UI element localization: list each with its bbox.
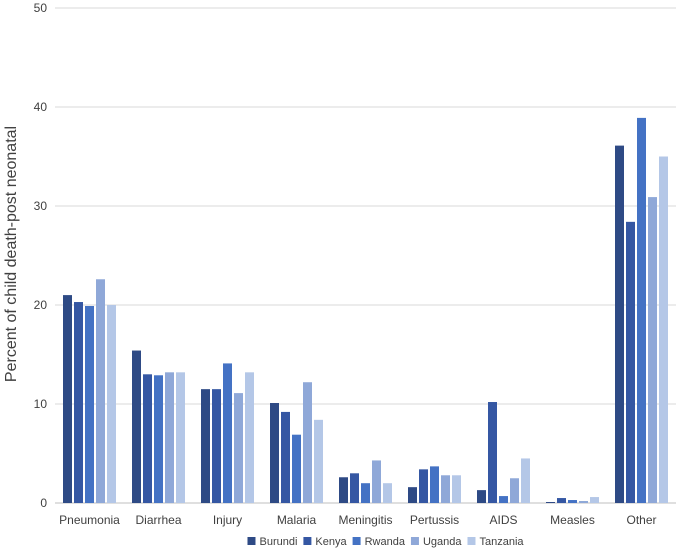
- bar-burundi-injury: [201, 389, 210, 503]
- legend-label: Uganda: [423, 536, 462, 548]
- y-tick-label: 20: [34, 298, 48, 312]
- bar-tanzania-other: [659, 156, 668, 503]
- x-tick-label: Meningitis: [338, 513, 392, 527]
- bar-tanzania-meningitis: [383, 483, 392, 503]
- bar-burundi-meningitis: [339, 477, 348, 503]
- bar-rwanda-injury: [223, 363, 232, 503]
- bars: [63, 117, 668, 504]
- bar-rwanda-malaria: [292, 434, 301, 503]
- bar-kenya-pneumonia: [74, 302, 83, 503]
- x-tick-label: Pneumonia: [59, 513, 120, 527]
- legend-swatch: [410, 537, 419, 545]
- bar-kenya-injury: [212, 389, 221, 503]
- bar-burundi-diarrhea: [132, 350, 141, 503]
- bar-rwanda-diarrhea: [154, 375, 163, 503]
- bar-uganda-other: [648, 197, 657, 503]
- legend-label: Rwanda: [365, 536, 406, 548]
- bar-burundi-malaria: [270, 403, 279, 503]
- bar-uganda-measles: [579, 501, 588, 503]
- bar-uganda-pertussis: [441, 475, 450, 503]
- bar-kenya-aids: [488, 402, 497, 503]
- bar-uganda-diarrhea: [165, 372, 174, 503]
- bar-tanzania-diarrhea: [176, 372, 185, 503]
- bar-rwanda-pertussis: [430, 466, 439, 503]
- legend-swatch: [247, 537, 256, 545]
- bar-kenya-diarrhea: [143, 374, 152, 503]
- legend-swatch: [352, 537, 361, 545]
- bar-burundi-pertussis: [408, 487, 417, 503]
- bar-burundi-pneumonia: [63, 295, 72, 503]
- legend-label: Kenya: [315, 536, 347, 548]
- x-tick-label: Injury: [213, 513, 242, 527]
- bar-rwanda-measles: [568, 500, 577, 503]
- bar-uganda-meningitis: [372, 460, 381, 503]
- legend-label: Tanzania: [479, 536, 524, 548]
- legend-item-burundi: Burundi: [247, 536, 297, 548]
- bar-burundi-other: [615, 145, 624, 504]
- bar-uganda-pneumonia: [96, 279, 105, 503]
- legend-item-rwanda: Rwanda: [352, 536, 406, 548]
- y-axis-ticks: 0 10 20 30 40 50: [34, 1, 48, 510]
- bar-uganda-injury: [234, 393, 243, 503]
- legend-item-kenya: Kenya: [303, 536, 347, 548]
- bar-tanzania-measles: [590, 497, 599, 503]
- bar-tanzania-aids: [521, 458, 530, 503]
- bar-tanzania-pertussis: [452, 475, 461, 503]
- y-axis-label: Percent of child death-post neonatal: [3, 126, 20, 382]
- bar-uganda-aids: [510, 478, 519, 503]
- legend-item-uganda: Uganda: [410, 536, 462, 548]
- y-tick-label: 40: [34, 100, 48, 114]
- legend-swatch: [467, 537, 476, 545]
- bar-uganda-malaria: [303, 382, 312, 503]
- legend-item-tanzania: Tanzania: [467, 536, 524, 548]
- y-tick-label: 10: [34, 397, 48, 411]
- bar-tanzania-pneumonia: [107, 305, 116, 503]
- x-axis-ticks: Pneumonia Diarrhea Injury Malaria Meningitis…: [59, 513, 656, 527]
- bar-tanzania-injury: [245, 372, 254, 503]
- bar-kenya-other: [626, 221, 635, 503]
- bar-burundi-measles: [546, 502, 555, 503]
- bar-kenya-measles: [557, 498, 566, 503]
- bar-rwanda-other: [637, 117, 646, 503]
- x-tick-label: AIDS: [489, 513, 517, 527]
- bar-kenya-pertussis: [419, 469, 428, 503]
- x-tick-label: Other: [626, 513, 656, 527]
- bar-kenya-malaria: [281, 411, 290, 503]
- bar-burundi-aids: [477, 490, 486, 503]
- x-tick-label: Malaria: [277, 513, 317, 527]
- y-tick-label: 30: [34, 199, 48, 213]
- legend-label: Burundi: [259, 536, 297, 548]
- legend: Burundi Kenya Rwanda Uganda Tanzania: [247, 536, 524, 548]
- bar-rwanda-pneumonia: [85, 305, 94, 503]
- bar-tanzania-malaria: [314, 419, 323, 503]
- y-tick-label: 0: [40, 496, 47, 510]
- x-tick-label: Pertussis: [410, 513, 459, 527]
- bar-rwanda-aids: [499, 496, 508, 503]
- legend-swatch: [303, 537, 312, 545]
- bar-rwanda-meningitis: [361, 483, 370, 503]
- x-tick-label: Diarrhea: [135, 513, 181, 527]
- x-tick-label: Measles: [550, 513, 595, 527]
- y-tick-label: 50: [34, 1, 48, 15]
- bar-kenya-meningitis: [350, 473, 359, 503]
